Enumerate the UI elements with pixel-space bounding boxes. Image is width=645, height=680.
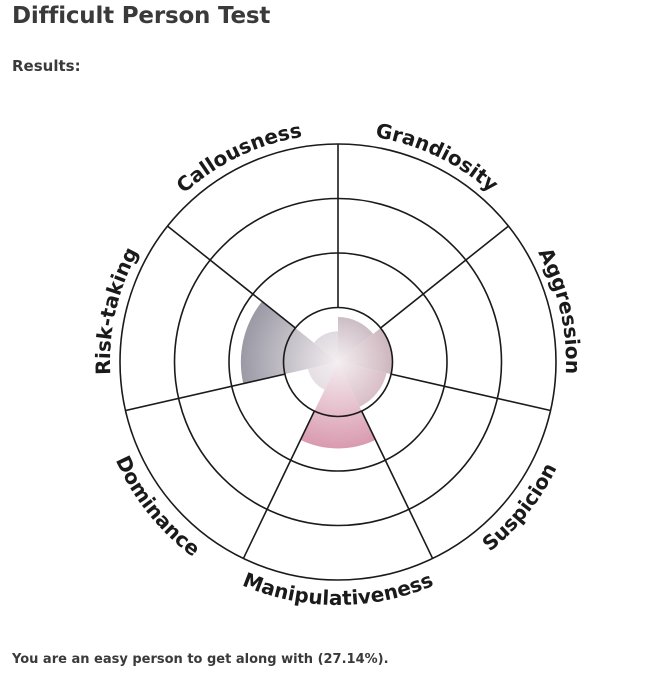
axis-label-text-grandiosity: Grandiosity xyxy=(374,118,503,196)
grid-spoke-5 xyxy=(242,410,316,559)
grid-spoke-7 xyxy=(167,225,296,329)
polar-area-chart: Grandiosity Aggression Suspicion Manipulati… xyxy=(91,118,586,611)
grid-layer xyxy=(119,143,557,581)
grid-spoke-3 xyxy=(390,373,551,412)
axis-label-suspicion: Suspicion xyxy=(477,459,561,556)
axis-label-callousness: Callousness xyxy=(172,118,304,198)
axis-label-aggression: Aggression xyxy=(534,244,586,375)
sector-dominance xyxy=(307,362,338,390)
axis-label-text-dominance: Dominance xyxy=(111,452,205,561)
grid-spoke-6 xyxy=(125,373,286,412)
axis-label-text-callousness: Callousness xyxy=(172,118,304,198)
grid-spoke-2 xyxy=(380,225,509,329)
results-label: Results: xyxy=(12,57,81,75)
grid-spoke-4 xyxy=(360,410,434,559)
sector-callousness xyxy=(313,331,338,362)
page-title: Difficult Person Test xyxy=(12,3,271,29)
axis-label-text-risk-taking: Risk-taking xyxy=(91,243,143,375)
sector-suspicion xyxy=(338,362,387,407)
axis-label-grandiosity: Grandiosity xyxy=(374,118,503,196)
axis-label-text-suspicion: Suspicion xyxy=(477,459,561,556)
axis-label-risk-taking: Risk-taking xyxy=(91,243,143,375)
axis-label-text-manipulativeness: Manipulativeness xyxy=(240,568,437,611)
sector-manipulativeness xyxy=(300,362,376,449)
result-summary: You are an easy person to get along with… xyxy=(12,652,389,667)
sector-grandiosity xyxy=(338,316,374,362)
sector-risk-taking xyxy=(240,301,338,384)
axis-label-text-aggression: Aggression xyxy=(534,244,586,375)
axis-label-manipulativeness: Manipulativeness xyxy=(240,568,437,611)
axis-label-dominance: Dominance xyxy=(111,452,205,561)
sectors-layer xyxy=(240,301,393,449)
difficult-person-chart: Grandiosity Aggression Suspicion Manipulati… xyxy=(0,90,645,630)
sector-aggression xyxy=(338,328,393,375)
